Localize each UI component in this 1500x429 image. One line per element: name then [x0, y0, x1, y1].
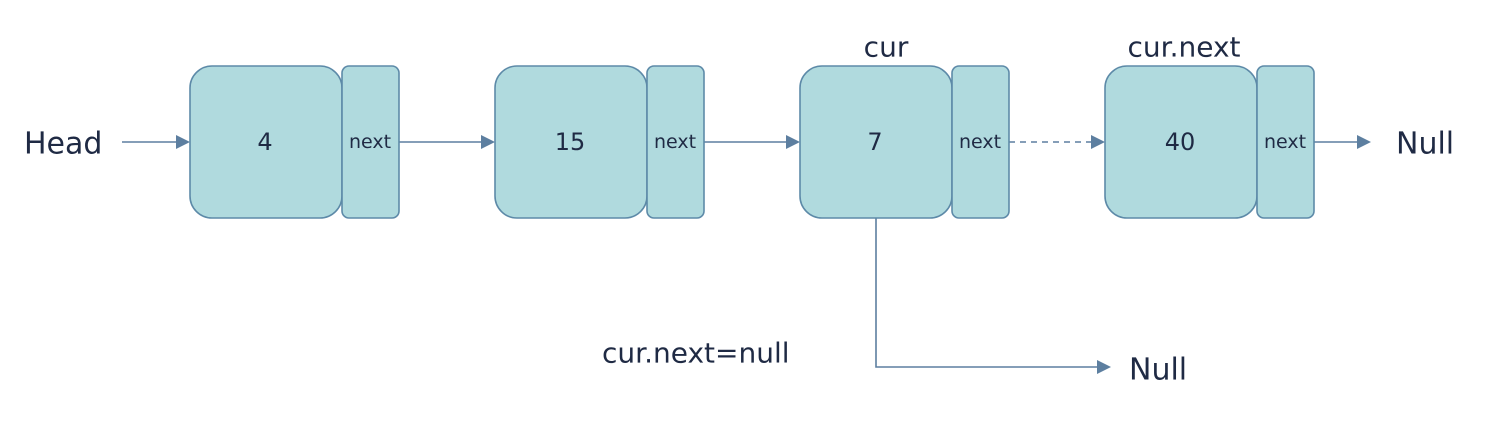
- cur-pointer-label: cur: [864, 31, 909, 64]
- node-2-next-box: [646, 65, 705, 219]
- list-node-3: 7 next cur: [799, 31, 1010, 219]
- list-node-1: 4 next: [189, 65, 400, 219]
- node-3-next-box: [951, 65, 1010, 219]
- node-4-next-box: [1256, 65, 1315, 219]
- node-3-next-label: next: [959, 131, 1001, 153]
- head-arrowhead: [176, 135, 190, 149]
- link-arrowhead-4-null: [1357, 135, 1371, 149]
- assignment-label: cur.next=null: [602, 337, 790, 370]
- node-3-value: 7: [867, 128, 882, 156]
- null-label-right: Null: [1396, 127, 1454, 162]
- cur-next-pointer-label: cur.next: [1127, 31, 1240, 64]
- redirect-arrowhead: [1097, 360, 1111, 374]
- link-arrowhead-1-2: [481, 135, 495, 149]
- node-2-value: 15: [555, 128, 586, 156]
- head-label: Head: [24, 127, 102, 162]
- node-4-value: 40: [1165, 128, 1196, 156]
- node-1-next-label: next: [349, 131, 391, 153]
- node-1-value: 4: [257, 128, 272, 156]
- redirect-arrow: [875, 218, 1097, 368]
- null-label-bottom: Null: [1129, 353, 1187, 388]
- node-1-next-box: [341, 65, 400, 219]
- node-4-next-label: next: [1264, 131, 1306, 153]
- list-node-2: 15 next: [494, 65, 705, 219]
- list-node-4: 40 next cur.next: [1104, 31, 1315, 219]
- link-arrowhead-3-4: [1091, 135, 1105, 149]
- node-2-next-label: next: [654, 131, 696, 153]
- link-arrowhead-2-3: [786, 135, 800, 149]
